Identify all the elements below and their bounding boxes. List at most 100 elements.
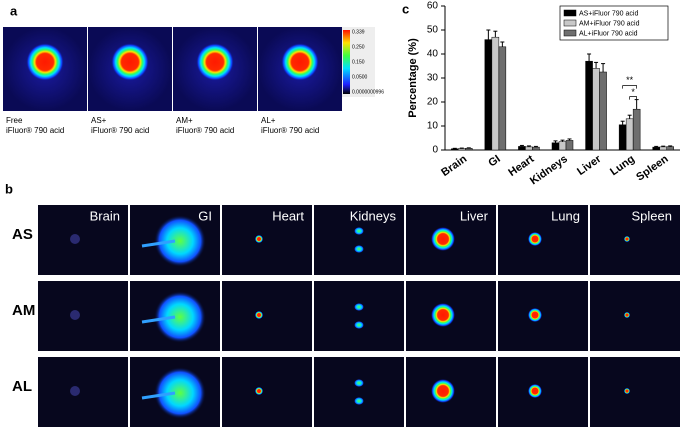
bar (592, 68, 600, 151)
fluorescence (354, 303, 364, 311)
legend-label: AS+iFluor 790 acid (579, 10, 638, 17)
fluorescence (154, 291, 206, 343)
bar (625, 118, 634, 151)
fluorescence (431, 303, 455, 327)
image (498, 357, 588, 427)
y-tick-label: 60 (427, 1, 439, 12)
fluorescence (70, 386, 80, 396)
y-axis-label: Percentage (%) (407, 38, 419, 118)
y-tick-label: 20 (427, 97, 439, 108)
colorbar-label: 0.0500 (352, 74, 368, 80)
bar (558, 141, 567, 151)
image (314, 281, 404, 351)
fluorescence (26, 43, 64, 81)
fluorescence (354, 321, 364, 329)
bracket (629, 96, 637, 100)
caption: Free (6, 116, 23, 125)
image (38, 281, 128, 351)
x-tick-label: Brain (439, 153, 469, 179)
panel-label: b (5, 181, 13, 196)
column-label: Spleen (632, 208, 672, 223)
bar (458, 148, 466, 151)
caption: iFluor® 790 acid (176, 126, 234, 135)
image (314, 205, 404, 275)
bar (659, 146, 667, 151)
y-tick-label: 50 (427, 25, 439, 36)
image (590, 281, 680, 351)
bar (551, 142, 560, 151)
image (314, 357, 404, 427)
column-label: Heart (272, 208, 304, 223)
image (222, 357, 312, 427)
fluorescence (255, 311, 263, 319)
caption: iFluor® 790 acid (261, 126, 319, 135)
panel-label: a (10, 3, 18, 18)
caption: AS+ (91, 116, 107, 125)
y-tick-label: 40 (427, 49, 439, 60)
caption: iFluor® 790 acid (91, 126, 149, 135)
fluorescence (431, 379, 455, 403)
image (222, 205, 312, 275)
fluorescence (154, 215, 206, 267)
column-label: Kidneys (350, 208, 397, 223)
colorbar-label: 0.150 (352, 59, 365, 65)
caption: AL+ (261, 116, 276, 125)
legend-box (559, 5, 669, 41)
bar (465, 148, 473, 151)
image (590, 205, 680, 275)
column-label: Liver (460, 208, 489, 223)
legend-label: AL+iFluor 790 acid (579, 30, 638, 37)
caption: AM+ (176, 116, 193, 125)
fluorescence (431, 227, 455, 251)
colorbar-label: 0.250 (352, 44, 365, 50)
fluorescence (528, 232, 542, 246)
bracket (622, 85, 637, 89)
fluorescence (196, 43, 234, 81)
bar (532, 146, 540, 151)
bar (652, 146, 660, 151)
fluorescence (70, 234, 80, 244)
bar (484, 39, 493, 151)
bar (632, 108, 641, 151)
image (590, 357, 680, 427)
fluorescence (70, 310, 80, 320)
fluorescence (354, 379, 364, 387)
annotation: ** (626, 75, 634, 85)
image (38, 357, 128, 427)
fluorescence (111, 43, 149, 81)
fluorescence (624, 388, 630, 394)
fluorescence (141, 239, 176, 248)
x-tick-label: GI (486, 153, 502, 169)
fluorescence (354, 227, 364, 235)
fluorescence (354, 245, 364, 253)
fluorescence (141, 391, 176, 400)
colorbar-label: 0.339 (352, 29, 365, 35)
bar (618, 124, 627, 151)
legend-label: AM+iFluor 790 acid (579, 20, 640, 27)
fluorescence (281, 43, 319, 81)
x-tick-label: Spleen (634, 153, 671, 184)
bar (498, 46, 507, 151)
column-label: GI (198, 208, 212, 223)
x-tick-label: Kidneys (528, 153, 570, 187)
bar (565, 140, 574, 151)
bar (491, 36, 500, 151)
fluorescence (624, 312, 630, 318)
fluorescence (141, 315, 176, 324)
colorbar-label: 0.0000000996 (352, 89, 384, 95)
y-tick-label: 10 (427, 121, 439, 132)
bar (518, 146, 526, 151)
x-tick-label: Liver (575, 153, 604, 178)
image (498, 281, 588, 351)
colorbar (343, 30, 350, 94)
fluorescence (624, 236, 630, 242)
column-label: Brain (90, 208, 120, 223)
row-label: AS (12, 226, 33, 243)
x-tick-label: Lung (608, 153, 637, 178)
fluorescence (354, 397, 364, 405)
bar (585, 60, 593, 151)
column-label: Lung (551, 208, 580, 223)
caption: iFluor® 790 acid (6, 126, 64, 135)
fluorescence (255, 235, 263, 243)
bar (451, 148, 459, 151)
